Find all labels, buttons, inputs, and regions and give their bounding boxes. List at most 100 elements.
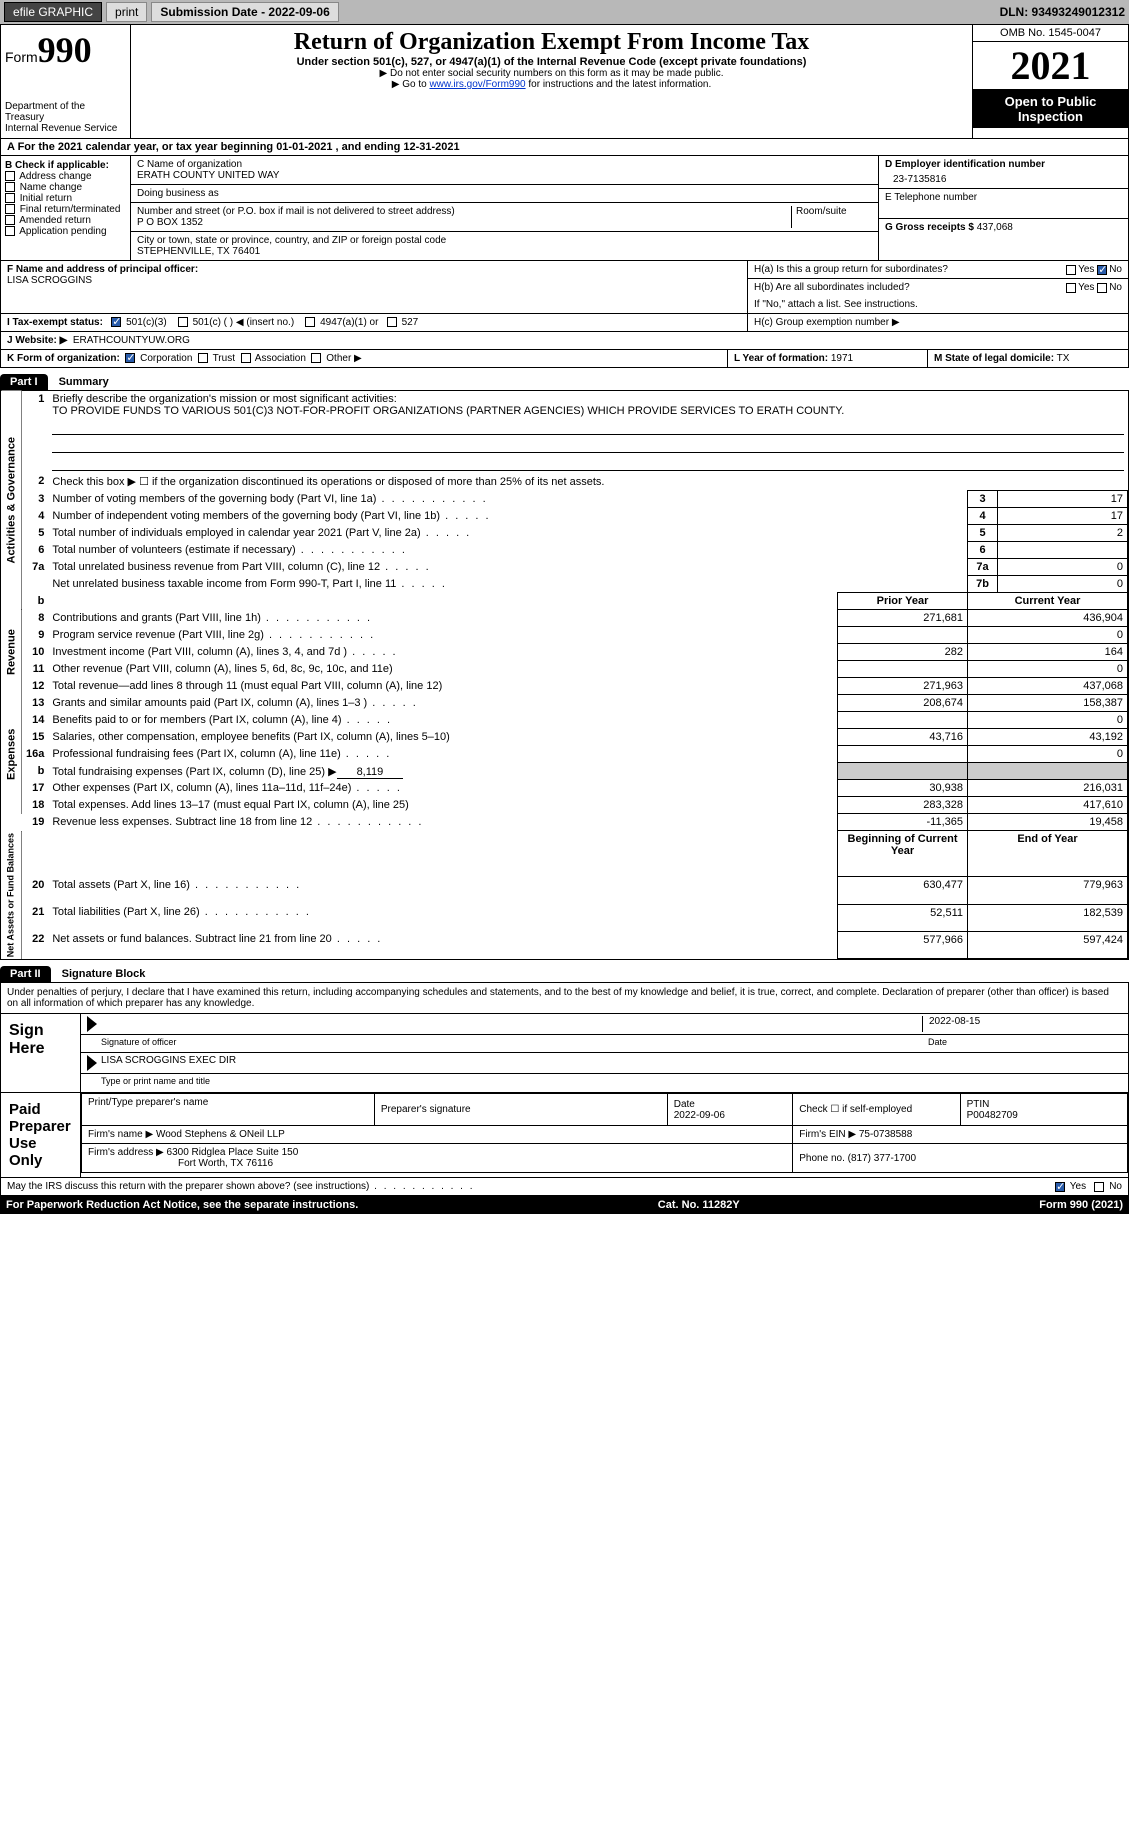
p16a — [838, 746, 968, 763]
check-initial[interactable] — [5, 193, 15, 203]
prep-date: 2022-09-06 — [674, 1110, 725, 1121]
p12: 271,963 — [838, 678, 968, 695]
check-name[interactable] — [5, 182, 15, 192]
check-final[interactable] — [5, 204, 15, 214]
c8: 436,904 — [968, 610, 1128, 627]
check-amended[interactable] — [5, 215, 15, 225]
check-corp[interactable] — [125, 353, 135, 363]
open-to-public: Open to Public Inspection — [973, 90, 1128, 128]
val-5: 2 — [998, 525, 1128, 542]
p19: -11,365 — [838, 814, 968, 831]
p15: 43,716 — [838, 729, 968, 746]
officer-name-title: LISA SCROGGINS EXEC DIR — [101, 1055, 236, 1071]
check-assoc[interactable] — [241, 353, 251, 363]
c11: 0 — [968, 661, 1128, 678]
p14 — [838, 712, 968, 729]
check-501c3[interactable] — [111, 317, 121, 327]
may-irs-discuss: May the IRS discuss this return with the… — [0, 1178, 1129, 1196]
c21: 182,539 — [968, 904, 1128, 931]
check-527[interactable] — [387, 317, 397, 327]
principal-officer: LISA SCROGGINS — [7, 275, 741, 286]
val-7a: 0 — [998, 559, 1128, 576]
form-header: Form990 Department of the Treasury Inter… — [0, 24, 1129, 139]
val-4: 17 — [998, 508, 1128, 525]
ptin: P00482709 — [967, 1110, 1018, 1121]
print-button[interactable]: print — [106, 2, 147, 22]
cat-no: Cat. No. 11282Y — [658, 1199, 740, 1211]
side-activities: Activities & Governance — [1, 391, 22, 610]
org-name: ERATH COUNTY UNITED WAY — [137, 170, 872, 181]
sig-date: 2022-08-15 — [922, 1016, 1122, 1032]
firm-ein: 75-0738588 — [859, 1129, 912, 1140]
penalties-text: Under penalties of perjury, I declare th… — [0, 982, 1129, 1014]
c20: 779,963 — [968, 877, 1128, 904]
check-pending[interactable] — [5, 226, 15, 236]
caret-icon — [87, 1016, 97, 1032]
p11 — [838, 661, 968, 678]
side-netassets: Net Assets or Fund Balances — [1, 831, 22, 959]
p8: 271,681 — [838, 610, 968, 627]
irs-label: Internal Revenue Service — [5, 123, 126, 134]
check-ha-yes[interactable] — [1066, 265, 1076, 275]
sign-here-section: Sign Here 2022-08-15 Signature of office… — [0, 1014, 1129, 1093]
form-number: Form990 — [5, 29, 126, 71]
form990-link[interactable]: www.irs.gov/Form990 — [429, 79, 525, 90]
c16a: 0 — [968, 746, 1128, 763]
firm-addr2: Fort Worth, TX 76116 — [88, 1158, 273, 1169]
part-1: Part I Summary — [0, 368, 1129, 390]
section-j: J Website: ▶ ERATHCOUNTYUW.ORG — [0, 332, 1129, 350]
p20: 630,477 — [838, 877, 968, 904]
section-f-h: F Name and address of principal officer:… — [0, 261, 1129, 314]
c15: 43,192 — [968, 729, 1128, 746]
city-state-zip: STEPHENVILLE, TX 76401 — [137, 246, 872, 257]
check-hb-yes[interactable] — [1066, 283, 1076, 293]
part1-title: Summary — [59, 376, 109, 388]
check-discuss-no[interactable] — [1094, 1182, 1104, 1192]
room-suite: Room/suite — [792, 206, 872, 228]
telephone — [885, 203, 1122, 215]
val-7b: 0 — [998, 576, 1128, 593]
c19: 19,458 — [968, 814, 1128, 831]
check-ha-no[interactable] — [1097, 265, 1107, 275]
form-page: Form 990 (2021) — [1039, 1199, 1123, 1211]
check-trust[interactable] — [198, 353, 208, 363]
side-revenue: Revenue — [1, 610, 22, 695]
check-501c[interactable] — [178, 317, 188, 327]
section-b: B Check if applicable: Address change Na… — [1, 156, 131, 260]
c10: 164 — [968, 644, 1128, 661]
summary-table: Activities & Governance 1 Briefly descri… — [1, 391, 1128, 959]
check-discuss-yes[interactable] — [1055, 1182, 1065, 1192]
p13: 208,674 — [838, 695, 968, 712]
header-info-grid: B Check if applicable: Address change Na… — [0, 156, 1129, 261]
p17: 30,938 — [838, 780, 968, 797]
check-4947[interactable] — [305, 317, 315, 327]
hb-note: If "No," attach a list. See instructions… — [748, 296, 1128, 313]
section-i-hc: I Tax-exempt status: 501(c)(3) 501(c) ( … — [0, 314, 1129, 332]
c9: 0 — [968, 627, 1128, 644]
section-c: C Name of organization ERATH COUNTY UNIT… — [131, 156, 878, 260]
dept-treasury: Department of the Treasury — [5, 101, 126, 123]
check-address[interactable] — [5, 171, 15, 181]
p10: 282 — [838, 644, 968, 661]
sign-here-label: Sign Here — [1, 1014, 81, 1092]
section-a-tax-year: A For the 2021 calendar year, or tax yea… — [0, 139, 1129, 156]
dln-number: DLN: 93493249012312 — [1000, 5, 1125, 19]
check-hb-no[interactable] — [1097, 283, 1107, 293]
part1-header: Part I — [0, 374, 48, 390]
check-other[interactable] — [311, 353, 321, 363]
website-url: ERATHCOUNTYUW.ORG — [73, 335, 190, 346]
c18: 417,610 — [968, 797, 1128, 814]
part-2: Part II Signature Block — [0, 960, 1129, 982]
firm-addr1: 6300 Ridglea Place Suite 150 — [167, 1147, 299, 1158]
instruction-1: ▶ Do not enter social security numbers o… — [135, 68, 968, 79]
paid-preparer-section: Paid Preparer Use Only Print/Type prepar… — [0, 1093, 1129, 1178]
efile-badge: efile GRAPHIC — [4, 2, 102, 22]
footer-bar: For Paperwork Reduction Act Notice, see … — [0, 1196, 1129, 1214]
year-formation: 1971 — [831, 353, 853, 364]
c13: 158,387 — [968, 695, 1128, 712]
section-klm: K Form of organization: Corporation Trus… — [0, 350, 1129, 368]
street-address: P O BOX 1352 — [137, 217, 787, 228]
part2-header: Part II — [0, 966, 51, 982]
tax-year: 2021 — [973, 42, 1128, 90]
paid-preparer-label: Paid Preparer Use Only — [1, 1093, 81, 1177]
